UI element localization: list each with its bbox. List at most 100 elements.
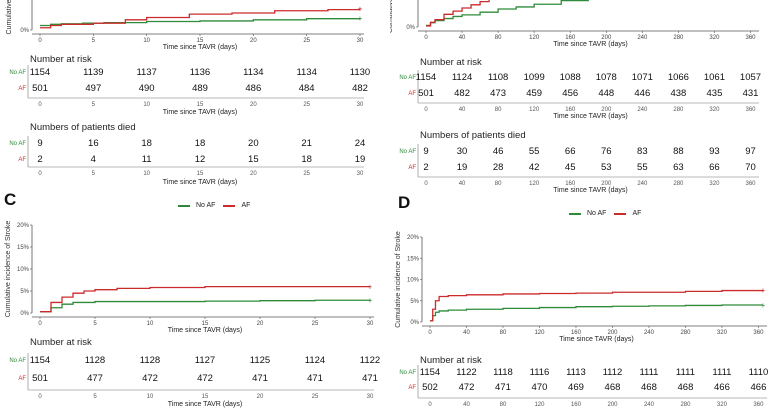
panel-label-d: D xyxy=(398,193,411,212)
risk-table-title: Number at risk xyxy=(420,355,482,366)
risk-table-tick-label: 25 xyxy=(312,394,319,400)
x-axis-title: Time since TAVR (days) xyxy=(168,327,242,334)
died-table-cell: 28 xyxy=(493,162,504,173)
x-tick-label: 20 xyxy=(257,321,264,327)
died-table-cell: 66 xyxy=(709,162,720,173)
risk-table-row-label: No AF xyxy=(9,70,26,76)
risk-table-cell: 486 xyxy=(245,83,261,94)
legend-no-af-swatch xyxy=(569,212,581,215)
x-tick-label: 0 xyxy=(38,321,42,327)
risk-table-cell: 1111 xyxy=(712,367,731,378)
risk-table-tick-label: 320 xyxy=(717,402,728,408)
risk-table-cell: 1088 xyxy=(560,72,581,83)
risk-table-cell: 435 xyxy=(707,88,723,99)
legend-no-af-swatch xyxy=(178,204,190,207)
died-table-tick-label: 80 xyxy=(495,181,502,187)
risk-table-cell: 466 xyxy=(751,382,767,393)
risk-table-cell: 438 xyxy=(670,88,686,99)
risk-table-tick-label: 160 xyxy=(571,402,582,408)
y-tick-label: 5% xyxy=(410,299,419,305)
risk-table-cell: 1137 xyxy=(136,67,156,78)
x-tick-label: 160 xyxy=(571,330,582,336)
risk-table-row-label: AF xyxy=(18,86,26,92)
x-tick-label: 320 xyxy=(709,35,720,41)
risk-table-tick-label: 200 xyxy=(607,402,618,408)
risk-table-cell: 501 xyxy=(32,83,48,94)
x-tick-label: 200 xyxy=(601,35,612,41)
series-line-no-af xyxy=(40,299,371,313)
died-table-row-label: No AF xyxy=(9,141,26,147)
died-table-cell: 21 xyxy=(301,138,312,149)
risk-table-title: Number at risk xyxy=(30,337,92,348)
y-tick-label: 10% xyxy=(407,278,420,284)
y-tick-label: 10% xyxy=(17,267,30,273)
risk-table-tick-label: 25 xyxy=(303,102,310,108)
risk-table-row-label: AF xyxy=(408,385,416,391)
x-tick-label: 10 xyxy=(147,321,154,327)
died-table-cell: 15 xyxy=(248,154,259,165)
risk-table-cell: 482 xyxy=(454,88,470,99)
risk-table-cell: 470 xyxy=(532,382,548,393)
x-tick-label: 240 xyxy=(644,330,655,336)
risk-table-cell: 1108 xyxy=(488,72,508,83)
died-table-cell: 2 xyxy=(423,162,428,173)
risk-table-cell: 1122 xyxy=(456,367,476,378)
censor-mark-no-af: + xyxy=(761,301,766,310)
risk-table-tick-label: 30 xyxy=(367,394,374,400)
risk-table-tick-label: 240 xyxy=(637,107,648,113)
died-table-cell: 9 xyxy=(37,138,42,149)
risk-table-cell: 484 xyxy=(299,83,315,94)
died-table-tick-label: 240 xyxy=(637,181,648,187)
died-table-row-label: No AF xyxy=(399,149,416,155)
risk-table-tick-label: 80 xyxy=(500,402,507,408)
risk-table-cell: 472 xyxy=(459,382,475,393)
risk-table-cell: 1134 xyxy=(296,67,316,78)
died-table-cell: 12 xyxy=(195,154,206,165)
risk-table-tick-label: 10 xyxy=(143,102,150,108)
x-tick-label: 120 xyxy=(529,35,540,41)
legend-af-swatch xyxy=(614,212,627,215)
x-tick-label: 40 xyxy=(459,35,466,41)
risk-table-row-label: No AF xyxy=(399,75,416,81)
censor-mark-af: + xyxy=(368,283,373,292)
risk-table-tick-label: 240 xyxy=(644,402,655,408)
y-axis-label: Cumulative incidence of Stroke xyxy=(5,221,12,318)
risk-table-cell: 497 xyxy=(85,83,101,94)
x-axis-title: Time since TAVR (days) xyxy=(163,44,237,51)
risk-table-x-title: Time since TAVR (days) xyxy=(553,113,627,120)
risk-table-tick-label: 30 xyxy=(357,102,364,108)
died-table-cell: 55 xyxy=(637,162,648,173)
risk-table-tick-label: 280 xyxy=(673,107,684,113)
died-table-title: Numbers of patients died xyxy=(30,122,136,133)
risk-table-row-label: AF xyxy=(408,91,416,97)
died-table-cell: 42 xyxy=(529,162,540,173)
censor-mark-af: + xyxy=(761,286,766,295)
risk-table-cell: 472 xyxy=(197,373,213,384)
risk-table-title: Number at risk xyxy=(420,57,482,68)
risk-table-cell: 468 xyxy=(678,382,694,393)
legend-d: No AF AF xyxy=(569,210,641,217)
risk-table-tick-label: 0 xyxy=(38,394,42,400)
x-tick-label: 30 xyxy=(357,38,364,44)
died-table-cell: 20 xyxy=(248,138,259,149)
y-tick-label: 15% xyxy=(407,256,420,262)
died-table-tick-label: 20 xyxy=(250,171,257,177)
x-axis-title: Time since TAVR (days) xyxy=(559,336,633,343)
risk-table-cell: 1154 xyxy=(416,72,436,83)
x-tick-label: 25 xyxy=(303,38,310,44)
risk-table-tick-label: 320 xyxy=(709,107,720,113)
x-tick-label: 360 xyxy=(745,35,756,41)
risk-table-cell: 490 xyxy=(139,83,155,94)
died-table-tick-label: 0 xyxy=(424,181,428,187)
died-table-tick-label: 0 xyxy=(38,171,42,177)
risk-table-cell: 1154 xyxy=(30,355,50,366)
risk-table-cell: 471 xyxy=(252,373,268,384)
panel-c: 0% 5% 10% 15% 20% Cumulative incidence of Str… xyxy=(5,221,380,408)
series-line-af xyxy=(426,0,490,27)
risk-table-tick-label: 20 xyxy=(250,102,257,108)
risk-table-cell: 1128 xyxy=(85,355,105,366)
x-tick-label: 15 xyxy=(197,38,204,44)
x-tick-label: 5 xyxy=(92,38,96,44)
died-table-cell: 88 xyxy=(673,146,684,157)
risk-table-cell: 1139 xyxy=(83,67,103,78)
